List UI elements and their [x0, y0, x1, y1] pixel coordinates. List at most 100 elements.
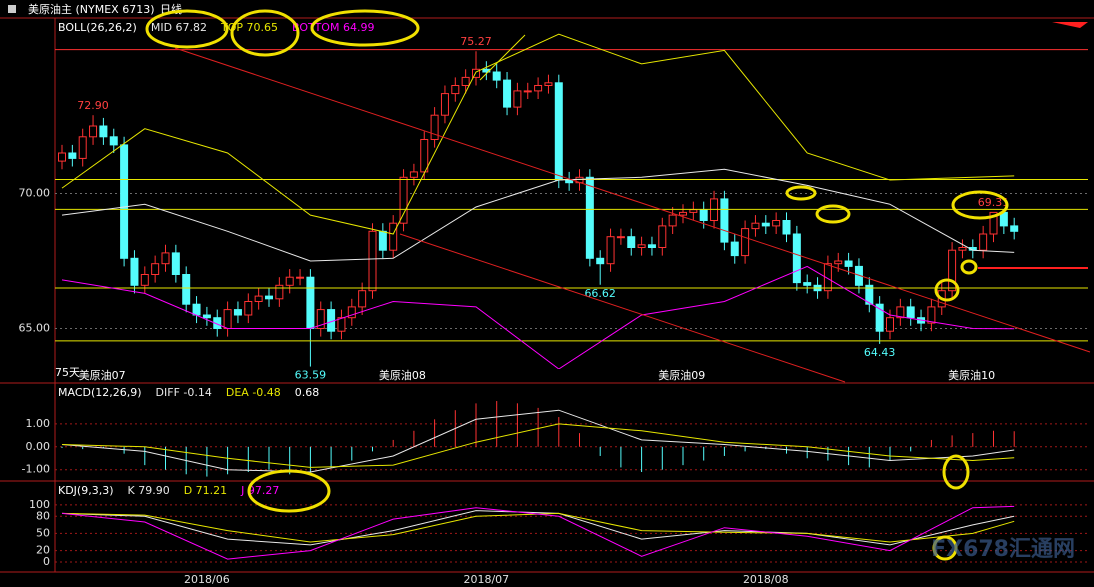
candle-body — [368, 230, 377, 292]
candle-body — [389, 222, 398, 251]
candle-body — [347, 306, 356, 319]
candle-body — [523, 90, 532, 93]
candle-body — [265, 295, 273, 300]
watermark: FX678汇通网 — [931, 537, 1075, 562]
highlight-circle — [815, 204, 851, 224]
candle-body — [803, 282, 812, 286]
low-label: 63.59 — [295, 369, 327, 382]
candle-body — [409, 171, 418, 178]
indicator-line — [61, 33, 1015, 235]
candle-body — [182, 274, 191, 305]
high-label: 72.90 — [77, 99, 109, 112]
chart-title: 美原油主 (NYMEX 6713) — [28, 2, 155, 16]
period-note: 75天 — [55, 366, 80, 379]
candle-body — [927, 306, 936, 324]
candle-body — [109, 136, 118, 146]
series-group — [61, 409, 1015, 473]
candle-body — [78, 136, 87, 159]
highlight-circle — [230, 9, 300, 57]
candle-body — [430, 114, 439, 140]
candle-body — [585, 176, 594, 259]
candle-body — [679, 211, 687, 216]
series-group — [61, 33, 1015, 369]
candle-body — [554, 82, 563, 181]
candle-body — [461, 76, 470, 87]
highlight-circle — [247, 469, 331, 513]
indicator-line — [61, 409, 1015, 473]
candle-body — [823, 263, 832, 292]
indicator-readout: BOLL(26,26,2) — [58, 21, 137, 34]
highlight-circle — [942, 454, 970, 490]
highlight-circle — [785, 185, 817, 201]
candle-body — [906, 306, 915, 319]
candle-body — [130, 257, 139, 286]
candle-body — [979, 233, 988, 251]
candle-body — [440, 93, 449, 116]
data-layer: 70.00 65.00 美原油07 72.90 2018/06 63.59 美原油08 75.… — [19, 21, 1088, 586]
indicator-readout: J 97.27 — [240, 484, 279, 497]
high-label: 75.27 — [460, 35, 492, 48]
candle-body — [275, 284, 284, 300]
candle-body — [202, 314, 211, 319]
indicator-readout: K 79.90 — [128, 484, 170, 497]
candle-body — [596, 257, 605, 265]
y-tick-label: 100 — [29, 498, 50, 511]
indicator-readout: DEA -0.48 — [226, 386, 281, 399]
candle-body — [896, 306, 905, 319]
indicator-readout: TOP 70.65 — [220, 21, 278, 34]
candle-body — [358, 290, 367, 308]
candle-body — [627, 236, 636, 248]
candle-body — [534, 85, 543, 92]
panel-frames — [0, 17, 1094, 573]
candle-body — [192, 303, 201, 316]
y-tick-label: 50 — [36, 526, 50, 539]
y-tick-label: 1.00 — [26, 417, 51, 430]
candle-body — [503, 79, 512, 108]
indicator-readout: 0.68 — [295, 386, 320, 399]
candle-body — [616, 236, 625, 239]
high-label: 69.31 — [978, 196, 1010, 209]
indicator-readout: D 71.21 — [184, 484, 227, 497]
candle-body — [327, 309, 336, 332]
highlight-circle — [951, 190, 1009, 220]
channel-line — [399, 233, 846, 383]
candle-body — [544, 82, 553, 87]
candle-body — [668, 214, 677, 227]
candle-body — [844, 260, 853, 267]
candle-body — [171, 252, 180, 275]
highlight-circle — [960, 259, 978, 275]
candle-body — [161, 252, 170, 265]
candle-body — [647, 244, 656, 249]
indicator-readout: DIFF -0.14 — [156, 386, 212, 399]
candle-body — [472, 68, 480, 78]
indicator-line — [61, 265, 1015, 369]
series-group — [61, 505, 1015, 560]
candle-body — [565, 179, 574, 184]
candle-body — [958, 247, 967, 251]
candle-body — [689, 209, 698, 213]
candle-body — [89, 125, 98, 138]
candle-body — [306, 276, 315, 330]
y-tick-label: 0 — [43, 555, 50, 568]
candle-body — [1010, 225, 1019, 232]
candle-body — [606, 236, 615, 265]
x-tick-label: 2018/07 — [463, 573, 509, 586]
candle-body — [720, 198, 729, 243]
candle-body — [254, 295, 263, 303]
highlight-circle — [310, 9, 420, 47]
candle-body — [58, 152, 66, 162]
candle-body — [782, 220, 791, 235]
contract-label: 美原油10 — [948, 368, 995, 382]
x-tick-label: 2018/08 — [743, 573, 789, 586]
candle-body — [244, 301, 253, 316]
menu-icon[interactable] — [8, 5, 16, 13]
contract-label: 美原油09 — [658, 368, 705, 382]
candle-body — [772, 220, 781, 227]
indicator-line — [61, 512, 1015, 543]
candle-body — [378, 230, 387, 251]
candle-body — [285, 276, 294, 286]
trend-line — [479, 34, 526, 81]
indicator-readout: KDJ(9,3,3) — [58, 484, 114, 497]
candle-body — [730, 241, 739, 257]
